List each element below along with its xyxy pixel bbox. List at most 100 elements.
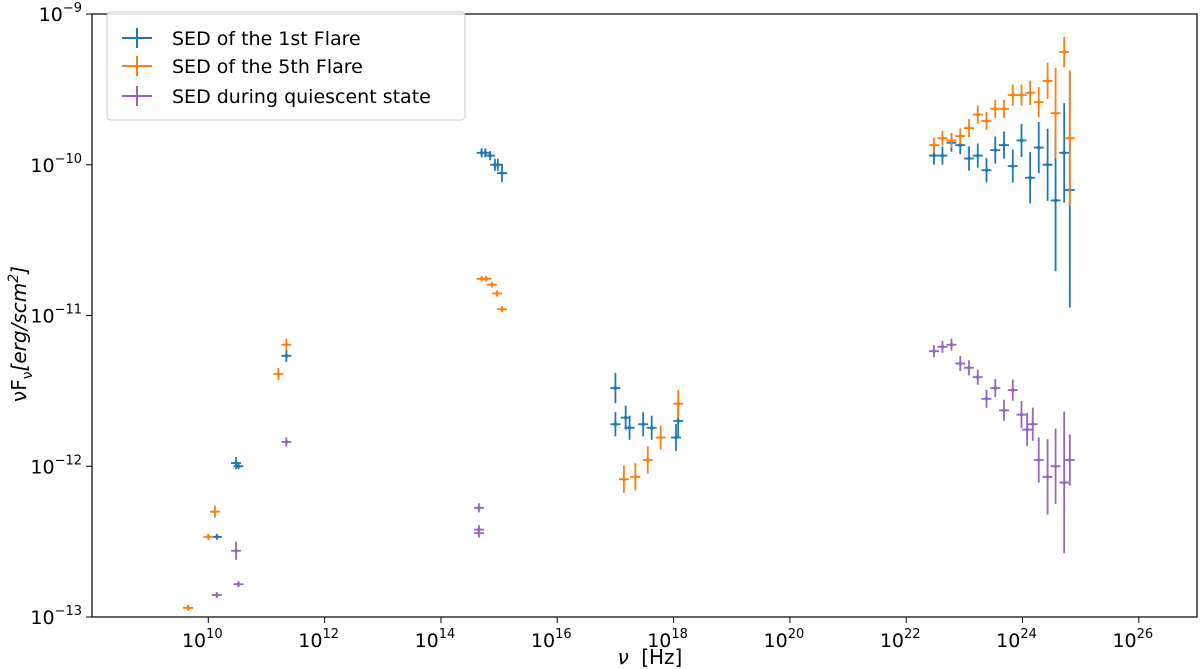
y-axis-label-sub: ν <box>20 371 36 379</box>
series-2 <box>211 338 1075 598</box>
point-marker <box>276 372 281 376</box>
legend-label-1st-flare: SED of the 1st Flare <box>172 28 361 50</box>
data-point <box>1016 123 1027 158</box>
legend-box <box>106 11 466 121</box>
x-axis-ticks: 1010 1012 1014 1016 1018 1020 1022 1024 1026 <box>182 617 1153 652</box>
point-marker <box>958 134 963 138</box>
data-point <box>1027 407 1038 441</box>
data-point <box>473 528 484 538</box>
point-marker <box>622 477 626 482</box>
data-point <box>496 164 507 183</box>
data-point <box>281 338 292 351</box>
data-point <box>998 99 1009 118</box>
data-point <box>211 591 222 598</box>
point-marker <box>1062 151 1066 155</box>
y-tick-label: 10−10 <box>30 152 82 177</box>
point-marker <box>284 342 289 347</box>
data-point <box>1042 128 1053 201</box>
data-point <box>638 412 649 437</box>
data-point <box>928 137 939 153</box>
point-marker <box>645 458 650 462</box>
point-marker <box>958 143 963 147</box>
legend-entry-1st-flare: SED of the 1st Flare <box>122 28 361 50</box>
point-marker <box>488 153 492 158</box>
point-marker <box>1062 480 1066 485</box>
point-marker <box>234 548 238 553</box>
data-point <box>281 349 292 362</box>
point-marker <box>213 509 217 514</box>
point-marker <box>993 107 998 111</box>
point-marker <box>967 156 971 161</box>
x-tick-label: 1026 <box>1112 627 1153 652</box>
data-point <box>233 463 244 470</box>
point-marker <box>993 148 998 152</box>
data-point <box>972 143 983 168</box>
data-point <box>990 379 1001 398</box>
legend: SED of the 1st Flare SED of the 5th Flar… <box>106 11 466 121</box>
data-point <box>1025 152 1036 204</box>
data-point <box>928 345 939 358</box>
point-marker <box>1062 50 1066 54</box>
legend-entry-quiescent: SED during quiescent state <box>122 86 431 108</box>
point-marker <box>658 435 663 440</box>
data-point <box>1050 428 1061 504</box>
data-point <box>281 437 292 447</box>
point-marker <box>967 126 971 130</box>
data-point <box>485 151 496 161</box>
point-marker <box>932 349 936 353</box>
x-tick-label: 1022 <box>880 627 921 652</box>
point-marker <box>967 365 971 370</box>
data-point <box>998 131 1009 159</box>
x-tick-label: 1012 <box>298 627 339 652</box>
data-point <box>1033 437 1044 483</box>
data-point <box>963 360 974 376</box>
series-1 <box>183 36 1075 611</box>
y-axis-label-close: ] <box>7 266 31 275</box>
data-point <box>1059 411 1070 554</box>
data-point <box>937 130 948 146</box>
data-point <box>990 99 1001 118</box>
point-marker <box>1002 107 1006 111</box>
data-point <box>233 581 244 588</box>
point-marker <box>495 291 499 296</box>
y-tick-label: 10−13 <box>30 604 82 629</box>
point-marker <box>1053 111 1058 115</box>
point-marker <box>940 344 945 349</box>
y-axis-label-base: νF <box>7 379 31 402</box>
point-marker <box>623 415 628 420</box>
data-point <box>972 105 983 124</box>
data-point <box>486 281 497 288</box>
data-point <box>670 423 681 452</box>
x-tick-label: 1014 <box>415 627 456 652</box>
x-tick-label: 1018 <box>647 627 688 652</box>
point-marker <box>627 425 632 430</box>
point-marker <box>1068 136 1072 141</box>
series-0 <box>211 72 1075 540</box>
data-point <box>209 505 220 518</box>
legend-label-5th-flare: SED of the 5th Flare <box>172 56 363 78</box>
data-point <box>642 446 653 474</box>
point-marker <box>490 282 494 287</box>
data-point <box>955 356 966 372</box>
data-point <box>610 412 621 437</box>
point-marker <box>949 342 954 347</box>
data-point <box>655 425 666 450</box>
data-point <box>1059 103 1070 203</box>
point-marker <box>932 153 936 158</box>
data-point <box>1007 379 1018 401</box>
point-marker <box>613 386 618 390</box>
data-point <box>673 390 684 418</box>
x-axis-label: ν [Hz] <box>618 645 683 669</box>
point-marker <box>1010 388 1015 392</box>
data-point <box>937 146 948 165</box>
data-point <box>1007 84 1018 106</box>
point-marker <box>206 535 211 539</box>
data-point <box>211 533 222 540</box>
point-marker <box>975 153 980 158</box>
data-point <box>1033 87 1044 118</box>
point-marker <box>1025 427 1029 432</box>
data-point <box>1007 149 1018 183</box>
point-marker <box>1036 100 1041 104</box>
point-marker <box>496 162 500 167</box>
point-marker <box>1045 475 1050 479</box>
